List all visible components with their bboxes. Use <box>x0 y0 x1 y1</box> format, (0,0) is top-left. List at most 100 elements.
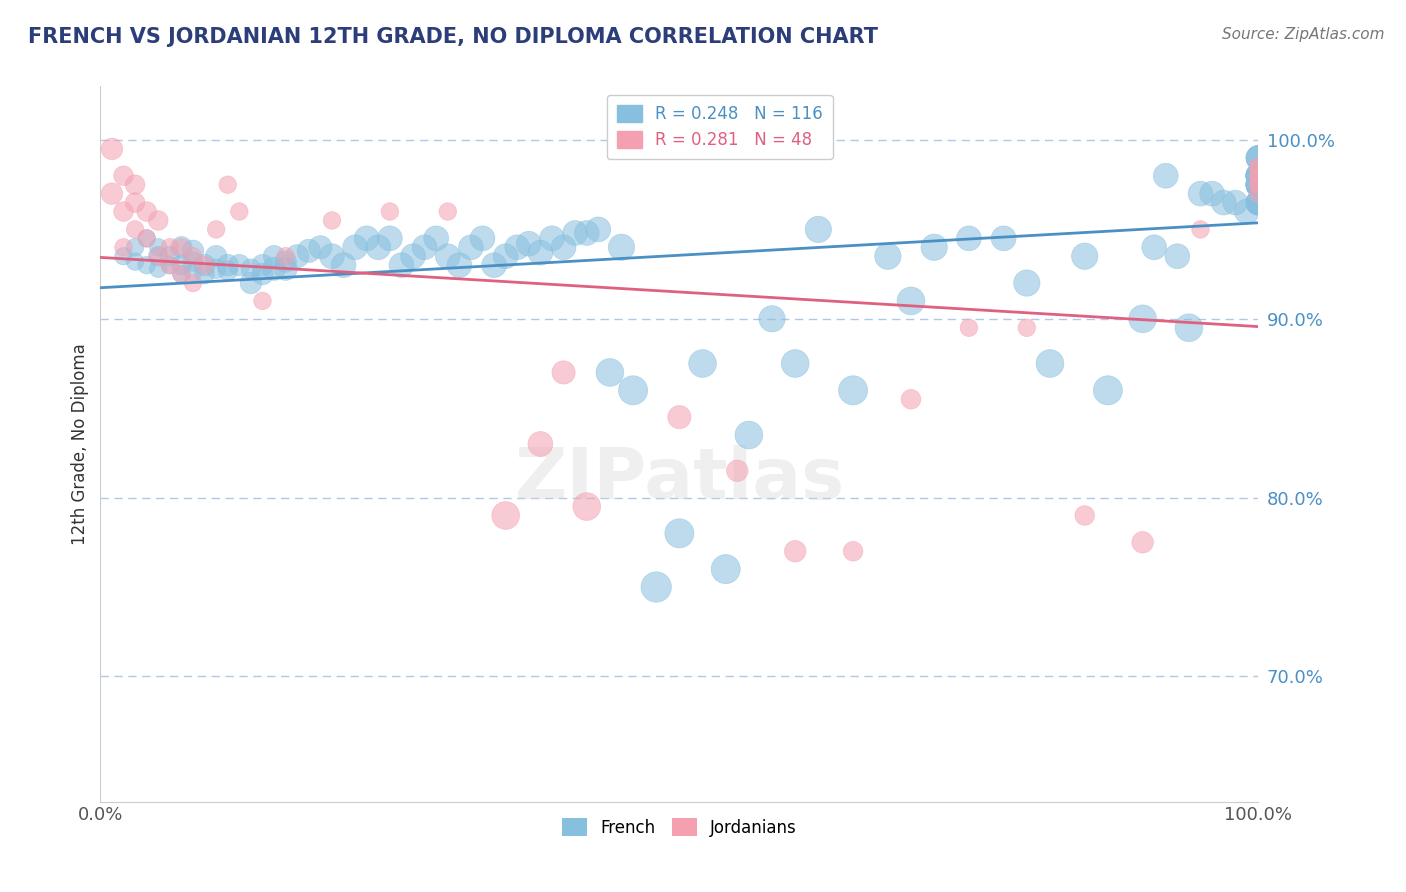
Point <box>298 244 321 258</box>
Point <box>495 249 517 263</box>
Point <box>1247 169 1270 183</box>
Point <box>725 464 748 478</box>
Point <box>506 240 529 254</box>
Point <box>842 544 865 558</box>
Point <box>112 169 135 183</box>
Point <box>1247 169 1270 183</box>
Point <box>1132 311 1154 326</box>
Point <box>1225 195 1247 210</box>
Point <box>1247 178 1270 192</box>
Point <box>367 240 389 254</box>
Point <box>957 320 980 334</box>
Point <box>148 249 170 263</box>
Point <box>148 249 170 263</box>
Point <box>124 178 146 192</box>
Point <box>252 267 274 281</box>
Point <box>205 249 228 263</box>
Point <box>402 249 425 263</box>
Point <box>541 231 564 245</box>
Point <box>1247 195 1270 210</box>
Point <box>575 500 598 514</box>
Point <box>159 258 181 272</box>
Point <box>1212 195 1234 210</box>
Point <box>471 231 494 245</box>
Point <box>436 204 458 219</box>
Point <box>252 258 274 272</box>
Point <box>205 222 228 236</box>
Point <box>285 249 308 263</box>
Point <box>588 222 610 236</box>
Point <box>205 261 228 276</box>
Point <box>321 249 343 263</box>
Point <box>1247 169 1270 183</box>
Point <box>181 244 204 258</box>
Text: FRENCH VS JORDANIAN 12TH GRADE, NO DIPLOMA CORRELATION CHART: FRENCH VS JORDANIAN 12TH GRADE, NO DIPLO… <box>28 27 879 46</box>
Point <box>101 142 124 156</box>
Point <box>1247 178 1270 192</box>
Point <box>1247 178 1270 192</box>
Point <box>1247 169 1270 183</box>
Point <box>135 204 157 219</box>
Point <box>738 428 761 442</box>
Point <box>1073 249 1095 263</box>
Point <box>1189 186 1212 201</box>
Point <box>876 249 898 263</box>
Point <box>170 267 193 281</box>
Point <box>460 240 482 254</box>
Point <box>112 204 135 219</box>
Point <box>1247 169 1270 183</box>
Point <box>1247 178 1270 192</box>
Point <box>1247 178 1270 192</box>
Point <box>274 261 297 276</box>
Point <box>807 222 830 236</box>
Point <box>217 178 239 192</box>
Point <box>194 258 217 272</box>
Point <box>239 276 262 290</box>
Point <box>957 231 980 245</box>
Point <box>170 267 193 281</box>
Point <box>575 226 598 240</box>
Point <box>692 357 714 371</box>
Point <box>112 249 135 263</box>
Point <box>344 240 367 254</box>
Point <box>170 240 193 254</box>
Point <box>1166 249 1188 263</box>
Point <box>101 186 124 201</box>
Point <box>1015 276 1038 290</box>
Point <box>1247 160 1270 174</box>
Point <box>449 258 471 272</box>
Point <box>263 249 285 263</box>
Point <box>482 258 505 272</box>
Point <box>148 213 170 227</box>
Point <box>309 240 332 254</box>
Point <box>170 240 193 254</box>
Point <box>1247 195 1270 210</box>
Point <box>761 311 783 326</box>
Point <box>529 245 551 260</box>
Point <box>274 249 297 263</box>
Point <box>1247 178 1270 192</box>
Point <box>1247 169 1270 183</box>
Point <box>1247 178 1270 192</box>
Point <box>1178 320 1201 334</box>
Point <box>1097 384 1119 398</box>
Point <box>217 263 239 277</box>
Point <box>228 204 250 219</box>
Point <box>1236 204 1258 219</box>
Point <box>1247 186 1270 201</box>
Point <box>1154 169 1177 183</box>
Point <box>252 293 274 308</box>
Point <box>217 258 239 272</box>
Point <box>900 392 922 407</box>
Point <box>425 231 447 245</box>
Point <box>785 357 807 371</box>
Point <box>599 366 621 380</box>
Point <box>332 258 354 272</box>
Point <box>564 226 586 240</box>
Point <box>391 258 413 272</box>
Point <box>239 261 262 276</box>
Point <box>668 526 690 541</box>
Point <box>378 204 401 219</box>
Point <box>668 410 690 425</box>
Point <box>1247 169 1270 183</box>
